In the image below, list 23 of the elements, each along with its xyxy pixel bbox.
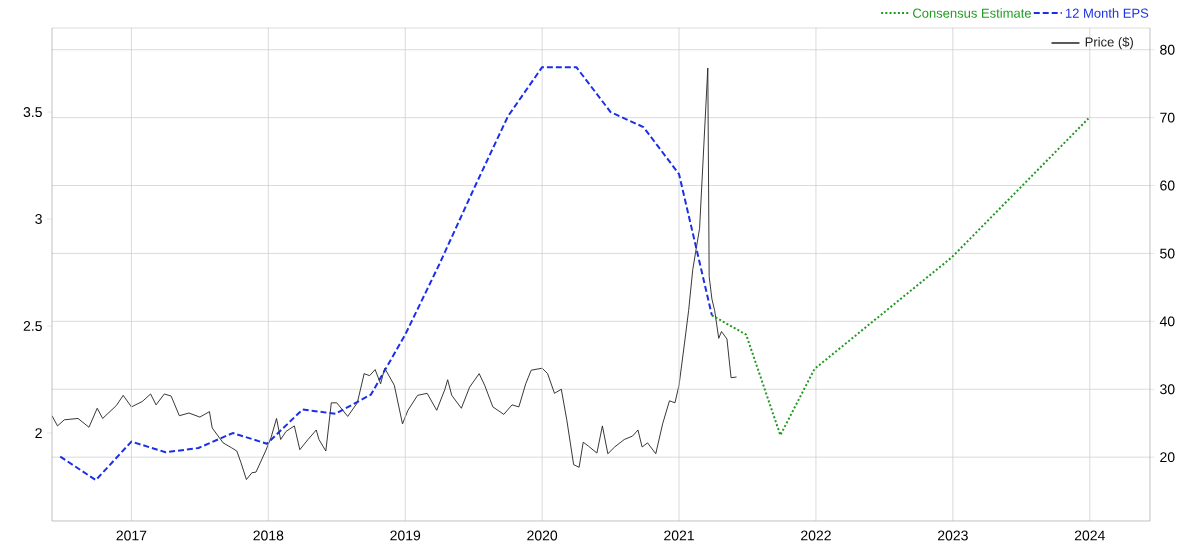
y2-tick-label: 30 xyxy=(1160,384,1175,395)
x-tick-label: 2020 xyxy=(527,530,558,541)
legend-label: Price ($) xyxy=(1085,36,1133,50)
y2-tick-label: 20 xyxy=(1160,452,1175,463)
y-tick-label: 3.5 xyxy=(23,107,42,118)
y2-tick-label: 80 xyxy=(1160,44,1175,55)
x-tick-label: 2024 xyxy=(1074,530,1105,541)
y2-tick-label: 70 xyxy=(1160,112,1175,123)
y-tick-label: 3 xyxy=(35,214,42,225)
line-series xyxy=(710,117,1090,437)
y2-tick-label: 60 xyxy=(1160,180,1175,191)
legend-label: 12 Month EPS xyxy=(1065,8,1149,18)
y2-tick-label: 50 xyxy=(1160,248,1175,259)
x-tick-label: 2022 xyxy=(801,530,831,541)
x-tick-label: 2017 xyxy=(116,530,147,541)
y-tick-label: 2.5 xyxy=(23,321,42,332)
x-tick-label: 2021 xyxy=(664,530,694,541)
legend-label: Consensus Estimate xyxy=(913,8,1031,18)
y-tick-label: 2 xyxy=(35,428,42,438)
x-tick-label: 2023 xyxy=(937,530,968,541)
x-tick-label: 2019 xyxy=(390,530,421,541)
x-tick-label: 2018 xyxy=(253,530,284,541)
y2-tick-label: 40 xyxy=(1159,316,1175,327)
